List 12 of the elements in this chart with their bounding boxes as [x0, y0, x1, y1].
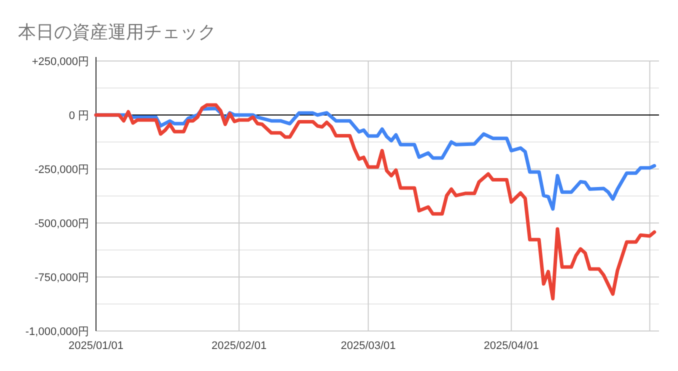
y-tick-label: -1,000,000円 — [25, 326, 89, 338]
chart-title: 本日の資産運用チェック — [18, 22, 216, 42]
y-tick-label: -500,000円 — [34, 218, 89, 230]
x-tick-label: 2025/03/01 — [340, 340, 396, 352]
y-tick-label: +250,000円 — [32, 56, 89, 68]
x-tick-label: 2025/02/01 — [212, 340, 267, 352]
y-tick-label: 0 円 — [68, 110, 89, 122]
y-tick-label: -250,000円 — [34, 164, 89, 176]
line-series — [94, 103, 656, 300]
x-tick-label: 2025/01/01 — [68, 340, 124, 352]
y-tick-label: -750,000円 — [34, 272, 89, 284]
x-tick-label: 2025/04/01 — [484, 340, 539, 352]
